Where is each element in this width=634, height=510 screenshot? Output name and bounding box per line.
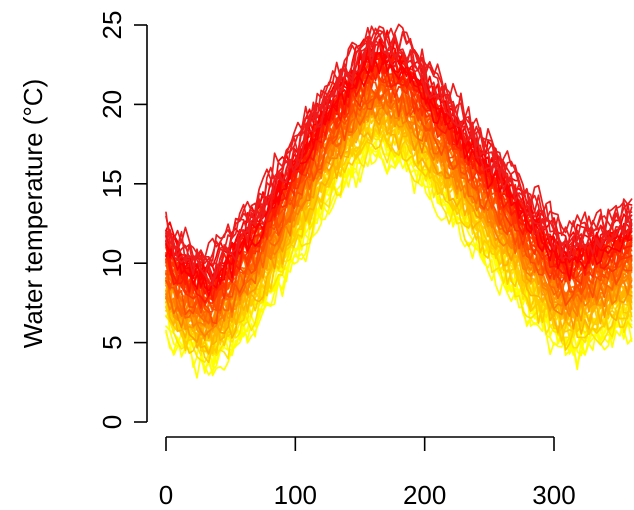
- x-tick-label: 200: [403, 480, 446, 510]
- y-axis-title: Water temperature (°C): [18, 79, 48, 349]
- y-tick-label: 15: [97, 169, 127, 198]
- series-lines: [165, 23, 633, 379]
- series-line: [165, 128, 633, 364]
- series-line: [165, 29, 633, 277]
- series-line: [165, 114, 633, 355]
- y-axis-ticks: 0 5 10 15 20 25: [97, 11, 147, 429]
- x-tick-label: 0: [159, 480, 173, 510]
- series-line: [165, 23, 633, 260]
- y-tick-label: 0: [97, 415, 127, 429]
- x-axis-ticks: 0 100 200 300: [159, 437, 576, 510]
- x-tick-label: 300: [532, 480, 575, 510]
- y-tick-label: 10: [97, 249, 127, 278]
- y-tick-label: 20: [97, 90, 127, 119]
- y-tick-label: 25: [97, 11, 127, 40]
- series-line: [165, 38, 633, 278]
- series-line: [165, 56, 633, 307]
- y-tick-label: 5: [97, 335, 127, 349]
- x-tick-label: 100: [274, 480, 317, 510]
